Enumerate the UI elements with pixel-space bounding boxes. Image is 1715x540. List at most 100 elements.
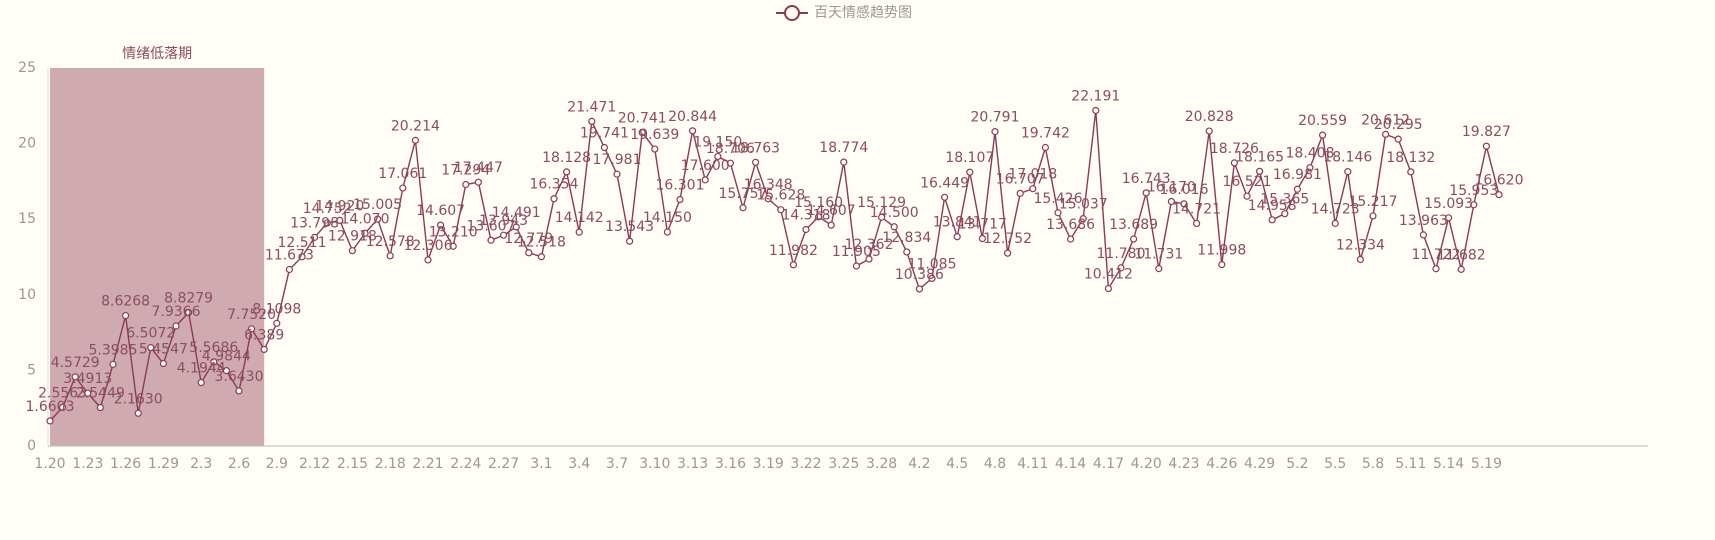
x-tick-label: 1.29 bbox=[148, 456, 179, 472]
data-point bbox=[877, 213, 886, 221]
data-point bbox=[789, 261, 798, 269]
data-label: 20.295 bbox=[1374, 117, 1423, 133]
data-point bbox=[58, 403, 67, 411]
data-point bbox=[1369, 212, 1377, 220]
data-point bbox=[940, 193, 949, 201]
data-point bbox=[663, 228, 672, 236]
data-label: 13.841 bbox=[933, 215, 982, 231]
x-tick-label: 2.3 bbox=[190, 456, 212, 472]
data-label: 20.559 bbox=[1298, 113, 1347, 129]
data-point bbox=[613, 170, 621, 178]
data-point bbox=[487, 236, 495, 244]
data-label: 15.628 bbox=[756, 188, 805, 204]
data-point bbox=[751, 158, 760, 166]
data-point bbox=[1255, 167, 1264, 175]
data-label: 11.905 bbox=[832, 244, 881, 260]
x-tick-label: 4.14 bbox=[1055, 456, 1086, 472]
data-point bbox=[462, 180, 470, 189]
data-label: 18.165 bbox=[1235, 149, 1284, 165]
data-point bbox=[865, 255, 873, 263]
data-label: 18.774 bbox=[819, 140, 868, 156]
data-label: 14.318 bbox=[782, 208, 831, 224]
x-tick-label: 2.24 bbox=[450, 456, 481, 472]
x-tick-label: 3.1 bbox=[530, 456, 552, 472]
data-point bbox=[1356, 255, 1365, 264]
data-label: 15.005 bbox=[353, 197, 402, 213]
data-point bbox=[210, 358, 218, 366]
data-label: 4.5729 bbox=[51, 355, 100, 371]
data-point bbox=[625, 237, 634, 245]
data-label: 16.981 bbox=[1273, 167, 1322, 183]
data-point bbox=[588, 117, 596, 125]
data-label: 12.834 bbox=[882, 230, 931, 246]
data-point bbox=[147, 344, 155, 352]
data-point bbox=[978, 234, 987, 243]
mark-area-label: 情绪低落期 bbox=[122, 46, 192, 62]
data-label: 21.471 bbox=[567, 99, 616, 115]
data-point bbox=[1281, 210, 1289, 218]
x-tick-label: 4.11 bbox=[1017, 456, 1048, 472]
data-label: 19.639 bbox=[630, 127, 679, 143]
x-tick-label: 4.20 bbox=[1131, 456, 1162, 472]
data-label: 16.016 bbox=[1160, 182, 1209, 198]
data-point bbox=[966, 168, 974, 176]
data-label: 11.722 bbox=[1412, 247, 1461, 263]
data-label: 16.449 bbox=[920, 175, 969, 191]
data-label: 16.620 bbox=[1475, 173, 1524, 189]
data-point bbox=[1205, 127, 1213, 135]
data-point bbox=[953, 233, 961, 241]
data-label: 14.607 bbox=[807, 203, 856, 219]
data-label: 10.386 bbox=[895, 267, 944, 283]
data-point bbox=[374, 215, 382, 223]
data-label: 11.780 bbox=[1097, 246, 1146, 262]
data-label: 17.061 bbox=[378, 166, 427, 182]
data-point bbox=[1432, 265, 1440, 273]
data-label: 20.214 bbox=[391, 118, 440, 134]
data-point bbox=[323, 219, 331, 227]
data-point bbox=[600, 143, 609, 152]
data-point bbox=[1482, 142, 1491, 150]
data-label: 15.426 bbox=[1034, 191, 1083, 207]
y-tick-label: 20 bbox=[18, 136, 36, 152]
data-label: 18.726 bbox=[1210, 141, 1259, 157]
data-label: 16.301 bbox=[656, 178, 705, 194]
data-point bbox=[159, 359, 167, 368]
data-label: 20.828 bbox=[1185, 109, 1234, 125]
x-tick-label: 5.11 bbox=[1395, 456, 1426, 472]
data-label: 12.334 bbox=[1336, 238, 1385, 254]
data-label: 12.578 bbox=[366, 234, 415, 250]
data-point bbox=[311, 233, 319, 241]
data-point bbox=[1104, 284, 1113, 293]
data-label: 14.491 bbox=[492, 205, 541, 221]
x-tick-label: 2.12 bbox=[299, 456, 330, 472]
data-label: 13.798 bbox=[290, 215, 339, 231]
data-point bbox=[1381, 130, 1390, 138]
data-label: 3.6430 bbox=[215, 369, 264, 385]
x-tick-label: 3.10 bbox=[639, 456, 670, 472]
data-point bbox=[1394, 135, 1402, 143]
data-label: 14.920 bbox=[315, 198, 364, 214]
data-label: 15.160 bbox=[794, 195, 843, 211]
data-point bbox=[739, 204, 747, 212]
data-point bbox=[1331, 219, 1339, 227]
data-point bbox=[1192, 219, 1201, 228]
data-point bbox=[386, 252, 394, 260]
data-label: 11.085 bbox=[908, 256, 957, 272]
data-label: 8.6268 bbox=[101, 294, 150, 310]
y-tick-label: 10 bbox=[18, 287, 36, 303]
data-label: 16.170 bbox=[1147, 180, 1196, 196]
data-point bbox=[814, 213, 823, 221]
data-label: 6.389 bbox=[244, 327, 284, 343]
data-point bbox=[273, 319, 281, 327]
x-tick-label: 2.27 bbox=[488, 456, 519, 472]
x-tick-label: 3.7 bbox=[606, 456, 628, 472]
x-tick-label: 2.9 bbox=[266, 456, 288, 472]
data-point bbox=[1306, 164, 1314, 172]
data-point bbox=[1016, 189, 1024, 197]
data-point bbox=[764, 195, 772, 203]
data-point bbox=[827, 221, 835, 229]
data-label: 19.741 bbox=[580, 126, 629, 142]
data-point bbox=[361, 229, 369, 237]
data-point bbox=[1167, 197, 1176, 206]
data-label: 3.4913 bbox=[63, 371, 112, 387]
